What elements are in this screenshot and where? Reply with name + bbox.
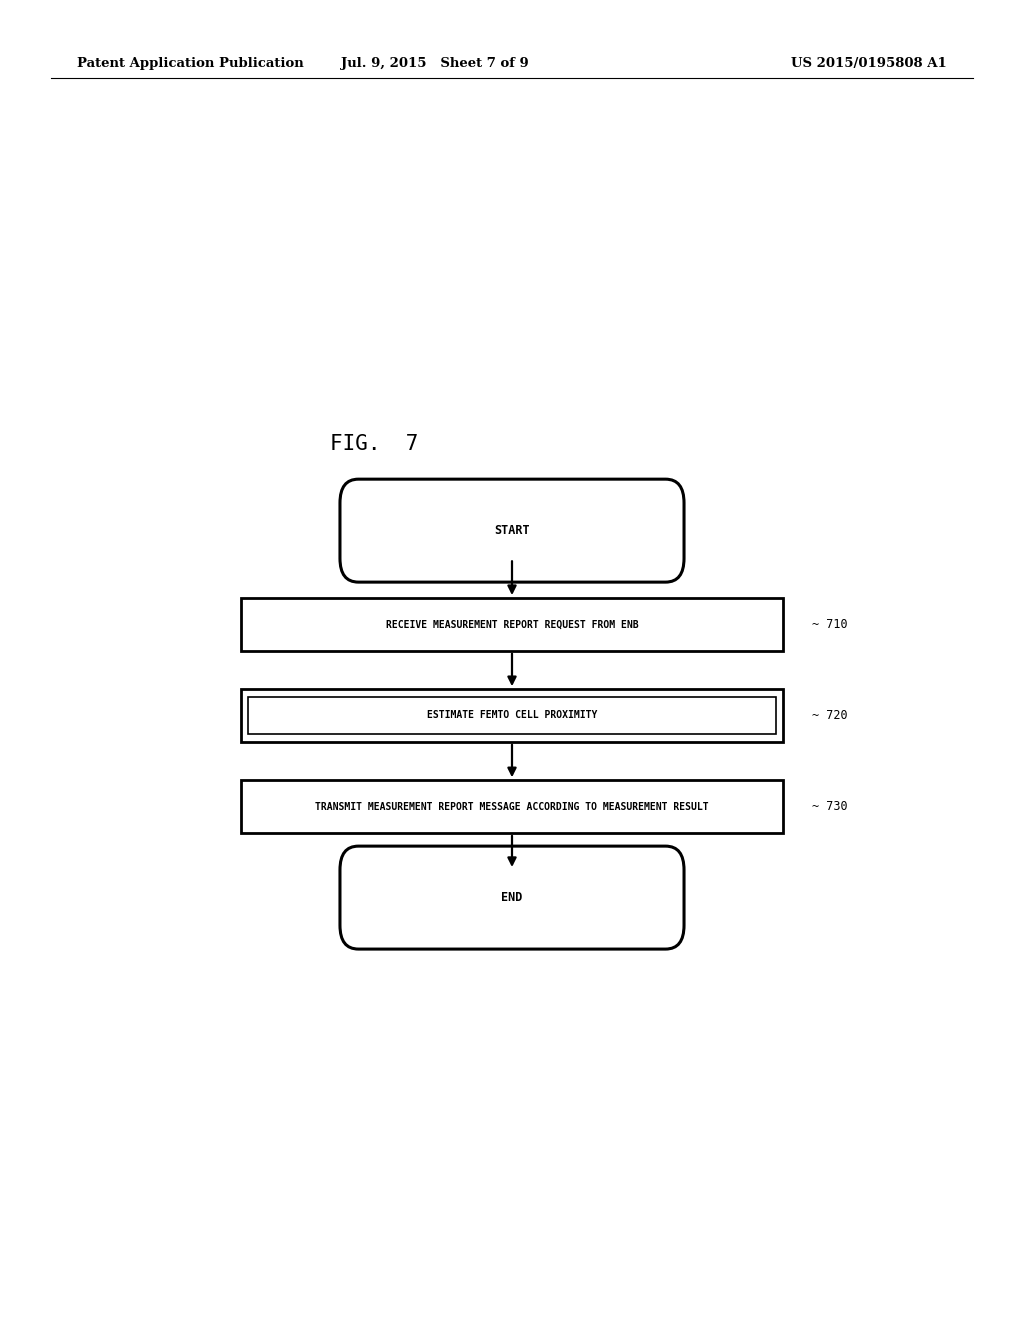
- FancyBboxPatch shape: [340, 479, 684, 582]
- Text: Jul. 9, 2015   Sheet 7 of 9: Jul. 9, 2015 Sheet 7 of 9: [341, 57, 529, 70]
- Text: ~ 720: ~ 720: [812, 709, 848, 722]
- Text: ~ 730: ~ 730: [812, 800, 848, 813]
- Bar: [241, 689, 783, 742]
- Text: START: START: [495, 524, 529, 537]
- Text: RECEIVE MEASUREMENT REPORT REQUEST FROM ENB: RECEIVE MEASUREMENT REPORT REQUEST FROM …: [386, 619, 638, 630]
- Bar: [241, 598, 783, 651]
- Text: END: END: [502, 891, 522, 904]
- Bar: [241, 780, 783, 833]
- FancyBboxPatch shape: [340, 846, 684, 949]
- Text: FIG.  7: FIG. 7: [330, 433, 418, 454]
- Bar: [248, 697, 776, 734]
- Text: TRANSMIT MEASUREMENT REPORT MESSAGE ACCORDING TO MEASUREMENT RESULT: TRANSMIT MEASUREMENT REPORT MESSAGE ACCO…: [315, 801, 709, 812]
- Text: ~ 710: ~ 710: [812, 618, 848, 631]
- Text: US 2015/0195808 A1: US 2015/0195808 A1: [792, 57, 947, 70]
- Text: ESTIMATE FEMTO CELL PROXIMITY: ESTIMATE FEMTO CELL PROXIMITY: [427, 710, 597, 721]
- Text: Patent Application Publication: Patent Application Publication: [77, 57, 303, 70]
